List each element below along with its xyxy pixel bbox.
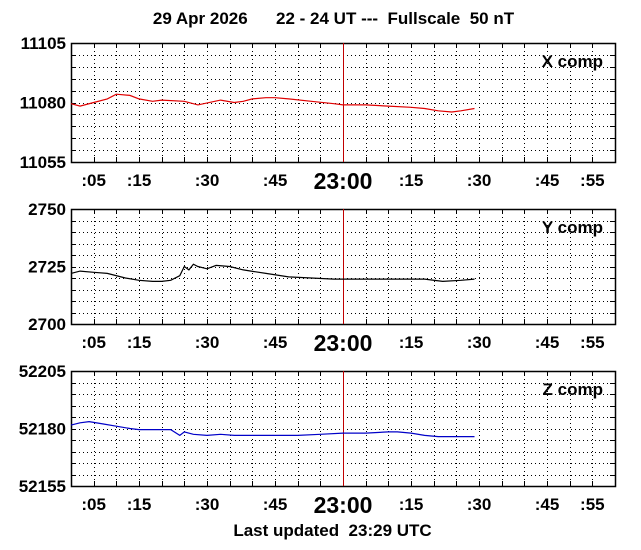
y-axis-label: 11105 — [21, 34, 66, 53]
component-label: Y comp — [542, 218, 603, 237]
z-comp-trace — [70, 420, 475, 438]
x-axis-label: :30 — [467, 495, 492, 514]
y-axis-label: 2725 — [28, 258, 66, 277]
component-label: Z comp — [543, 380, 603, 399]
y-axis-label: 11055 — [20, 153, 66, 172]
x-axis-label: :45 — [535, 495, 560, 514]
x-axis-label: :55 — [580, 333, 605, 352]
x-axis-label: :05 — [81, 171, 106, 190]
x-axis-label: :15 — [399, 333, 424, 352]
component-label: X comp — [542, 52, 603, 71]
x-axis-label: :05 — [81, 495, 106, 514]
y-axis-label: 52180 — [19, 420, 66, 439]
x-axis-label: :55 — [580, 171, 605, 190]
y-axis-label: 52155 — [19, 477, 66, 496]
x-axis-label: :30 — [467, 333, 492, 352]
x-axis-label: :30 — [195, 171, 220, 190]
x-comp-trace — [70, 93, 475, 113]
y-axis-label: 2750 — [28, 200, 66, 219]
x-axis-label: :15 — [399, 495, 424, 514]
panel-z-comp: 52205 52180 52155 Z comp :05 :15 :30 :45 23:00 :1… — [19, 362, 617, 518]
x-axis-label: :15 — [127, 495, 152, 514]
panel-x-comp: 11105 11080 11055 X comp :05 :15 :30 :45 23:00 :1… — [20, 34, 617, 194]
x-axis-label: :15 — [127, 171, 152, 190]
x-axis-label: :30 — [195, 333, 220, 352]
x-axis-label: :45 — [263, 171, 288, 190]
last-updated-label: Last updated 23:29 UTC — [233, 521, 432, 540]
y-comp-trace — [70, 263, 475, 283]
x-axis-label: :45 — [535, 171, 560, 190]
x-axis-label: :05 — [81, 333, 106, 352]
x-axis-label: :45 — [535, 333, 560, 352]
x-axis-label: :30 — [195, 495, 220, 514]
x-axis-label: 23:00 — [314, 330, 373, 356]
x-axis-label: :15 — [399, 171, 424, 190]
x-axis-label: 23:00 — [314, 492, 373, 518]
panel-y-comp: 2750 2725 2700 Y comp :05 :15 :30 :45 23:00 :15 :3… — [28, 200, 617, 356]
x-axis-label: :55 — [580, 495, 605, 514]
x-axis-label: :45 — [263, 333, 288, 352]
y-axis-label: 52205 — [19, 362, 66, 381]
y-axis-label: 11080 — [20, 94, 66, 113]
y-axis-label: 2700 — [28, 315, 66, 334]
x-axis-label: :45 — [263, 495, 288, 514]
x-axis-label: :30 — [467, 171, 492, 190]
chart-title: 29 Apr 2026 22 - 24 UT --- Fullscale 50 … — [152, 9, 515, 28]
x-axis-label: :15 — [127, 333, 152, 352]
x-axis-label: 23:00 — [314, 168, 373, 194]
